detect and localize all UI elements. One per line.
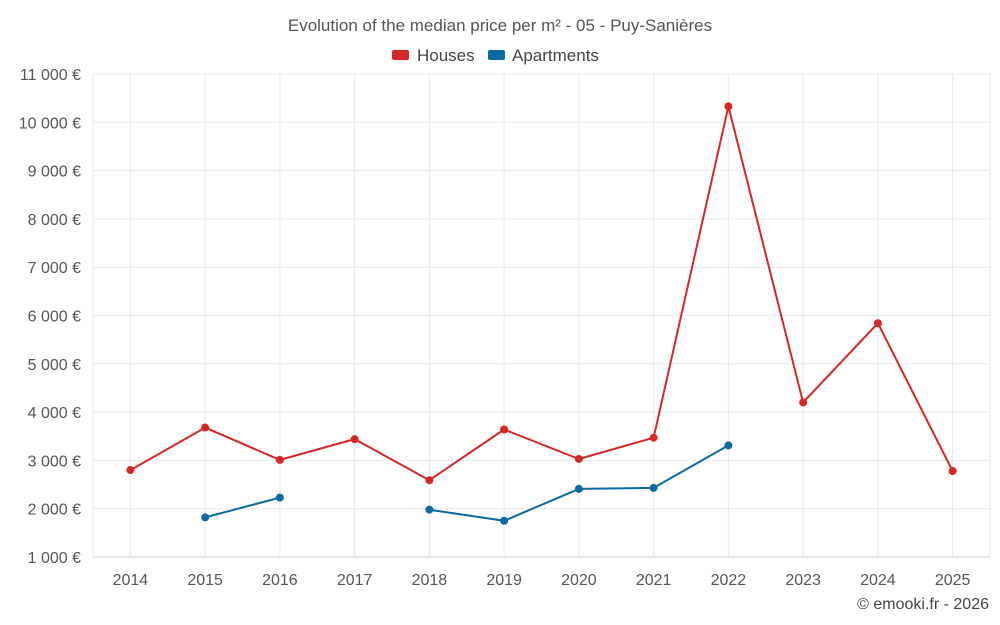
legend-swatch-apartments [488,50,505,60]
x-axis: 2014 2015 2016 2017 2018 2019 2020 2021 2022 2023… [113,572,971,589]
data-point-apartments-2022[interactable] [724,441,733,450]
legend-swatch-houses [392,50,409,60]
series-line-apartments [204,496,281,519]
data-point-houses-2016[interactable] [275,455,284,464]
x-tick-label: 2014 [113,572,149,589]
data-point-apartments-2015[interactable] [201,513,210,522]
data-point-apartments-2016[interactable] [275,493,284,502]
y-axis: 1 000 € 2 000 € 3 000 € 4 000 € 5 000 € 6 000… [19,67,81,567]
data-point-apartments-2021[interactable] [649,483,658,492]
x-tick-label: 2015 [187,572,223,589]
data-point-houses-2021[interactable] [649,433,658,442]
data-point-houses-2022[interactable] [724,102,733,111]
data-point-houses-2023[interactable] [799,398,808,407]
data-point-houses-2019[interactable] [500,425,509,434]
x-tick-label: 2022 [711,572,747,589]
series [126,102,957,525]
data-point-houses-2024[interactable] [873,319,882,328]
data-point-apartments-2019[interactable] [500,516,509,525]
data-point-houses-2020[interactable] [574,454,583,463]
legend-item-apartments[interactable]: Apartments [488,46,599,65]
legend: Houses Apartments [392,46,599,65]
y-tick-label: 7 000 € [28,260,81,277]
series-line-houses [129,105,954,482]
x-tick-label: 2017 [337,572,373,589]
legend-label-houses: Houses [417,46,475,65]
legend-label-apartments: Apartments [512,46,599,65]
x-tick-label: 2023 [785,572,821,589]
x-tick-label: 2025 [935,572,971,589]
data-point-apartments-2018[interactable] [425,505,434,514]
y-tick-label: 8 000 € [28,212,81,229]
x-tick-label: 2020 [561,572,597,589]
x-tick-label: 2019 [486,572,522,589]
x-tick-label: 2018 [412,572,448,589]
y-tick-label: 2 000 € [28,502,81,519]
chart-title: Evolution of the median price per m² - 0… [288,16,712,35]
data-point-houses-2025[interactable] [948,467,957,476]
legend-item-houses[interactable]: Houses [392,46,475,65]
series-houses [126,102,957,485]
data-point-houses-2017[interactable] [350,435,359,444]
gridlines [92,73,991,558]
y-tick-label: 1 000 € [28,550,81,567]
y-tick-label: 5 000 € [28,357,81,374]
data-point-houses-2015[interactable] [201,423,210,432]
x-tick-label: 2024 [860,572,896,589]
data-point-apartments-2020[interactable] [574,484,583,493]
x-tick-label: 2021 [636,572,672,589]
series-apartments [201,441,733,525]
x-tick-label: 2016 [262,572,298,589]
y-tick-label: 6 000 € [28,309,81,326]
y-tick-label: 4 000 € [28,405,81,422]
credit-text: © emooki.fr - 2026 [857,596,989,613]
y-tick-label: 9 000 € [28,164,81,181]
y-tick-label: 10 000 € [19,115,81,132]
y-tick-label: 3 000 € [28,453,81,470]
y-tick-label: 11 000 € [20,67,81,84]
data-point-houses-2014[interactable] [126,466,135,475]
data-point-houses-2018[interactable] [425,476,434,485]
